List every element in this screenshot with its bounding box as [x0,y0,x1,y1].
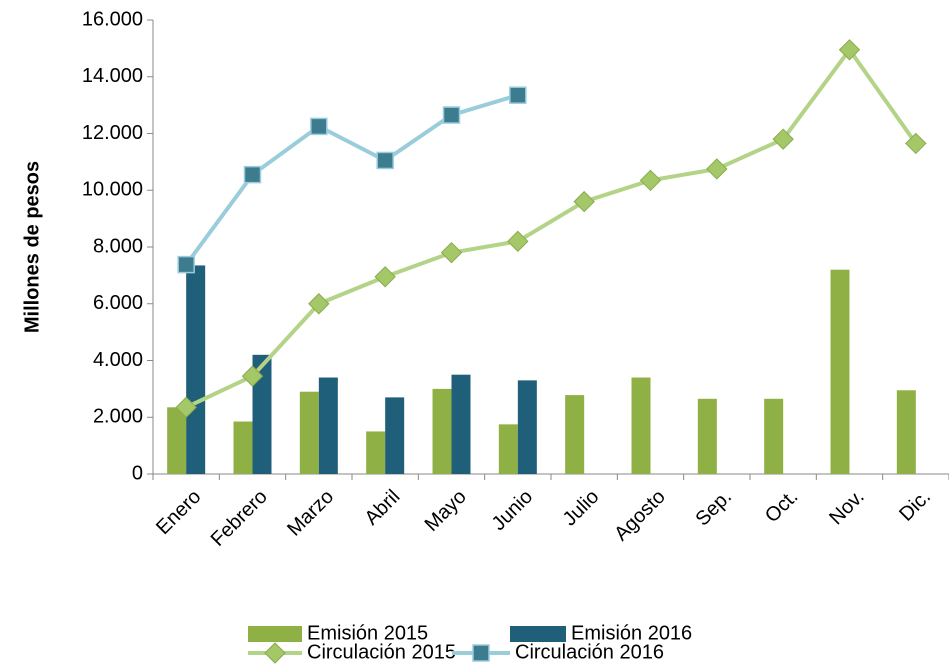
marker [241,365,264,387]
bar [385,397,405,474]
marker [376,151,394,170]
bar [764,398,784,474]
x-tick-label: Marzo [283,486,338,541]
marker [177,255,195,274]
bar [697,398,717,474]
bar [517,380,537,474]
marker [243,165,262,184]
y-tick-label: 4.000 [93,349,143,371]
x-tick-label: Sep. [691,486,736,531]
marker [905,132,927,155]
marker [175,396,197,419]
legend-label: Emisión 2016 [571,622,692,644]
bar [498,424,518,474]
marker [442,106,461,124]
bar [318,377,338,474]
legend-label: Circulación 2015 [307,641,456,663]
line [184,93,519,266]
line [185,47,918,410]
bar [366,431,386,474]
x-tick-label: Oct. [761,486,802,527]
x-tick-label: Dic. [895,486,935,526]
x-tick-label: Abril [361,486,405,530]
marker [310,117,328,136]
y-tick-label: 16.000 [82,8,143,30]
legend-marker [264,642,286,664]
y-tick-label: 12.000 [82,122,143,144]
x-tick-label: Febrero [207,486,272,551]
legend-swatch [510,626,566,642]
marker [639,169,662,192]
legend-label: Circulación 2016 [515,641,664,663]
legend-swatch [248,626,302,642]
marker [308,293,330,315]
y-tick-label: 14.000 [82,65,143,87]
marker [440,241,463,264]
bar [631,377,651,474]
marker [507,230,529,253]
bar [565,395,585,474]
marker [374,266,396,288]
y-tick-label: 0 [132,462,143,484]
x-tick-label: Nov. [825,486,869,530]
marker [509,86,527,104]
bar [167,407,187,474]
bar [896,390,916,474]
bar [451,374,471,474]
legend-marker [472,644,490,662]
bar [252,354,272,474]
y-tick-label: 10.000 [82,179,143,201]
x-tick-label: Junio [488,486,537,535]
bar [186,265,206,474]
y-tick-label: 8.000 [93,235,143,257]
bar [233,421,253,474]
x-tick-label: Enero [152,486,205,539]
y-axis-label: Millones de pesos [21,161,43,333]
marker [772,128,794,150]
y-tick-label: 6.000 [93,292,143,314]
bar [830,269,850,474]
bar [299,391,319,474]
marker [706,158,728,180]
x-tick-label: Agosto [610,486,670,546]
marker [838,39,861,61]
legend-label: Emisión 2015 [307,622,428,644]
y-tick-label: 2.000 [93,406,143,428]
x-tick-label: Julio [559,486,604,531]
bar [432,388,452,474]
x-tick-label: Mayo [421,486,471,536]
marker [573,190,595,213]
